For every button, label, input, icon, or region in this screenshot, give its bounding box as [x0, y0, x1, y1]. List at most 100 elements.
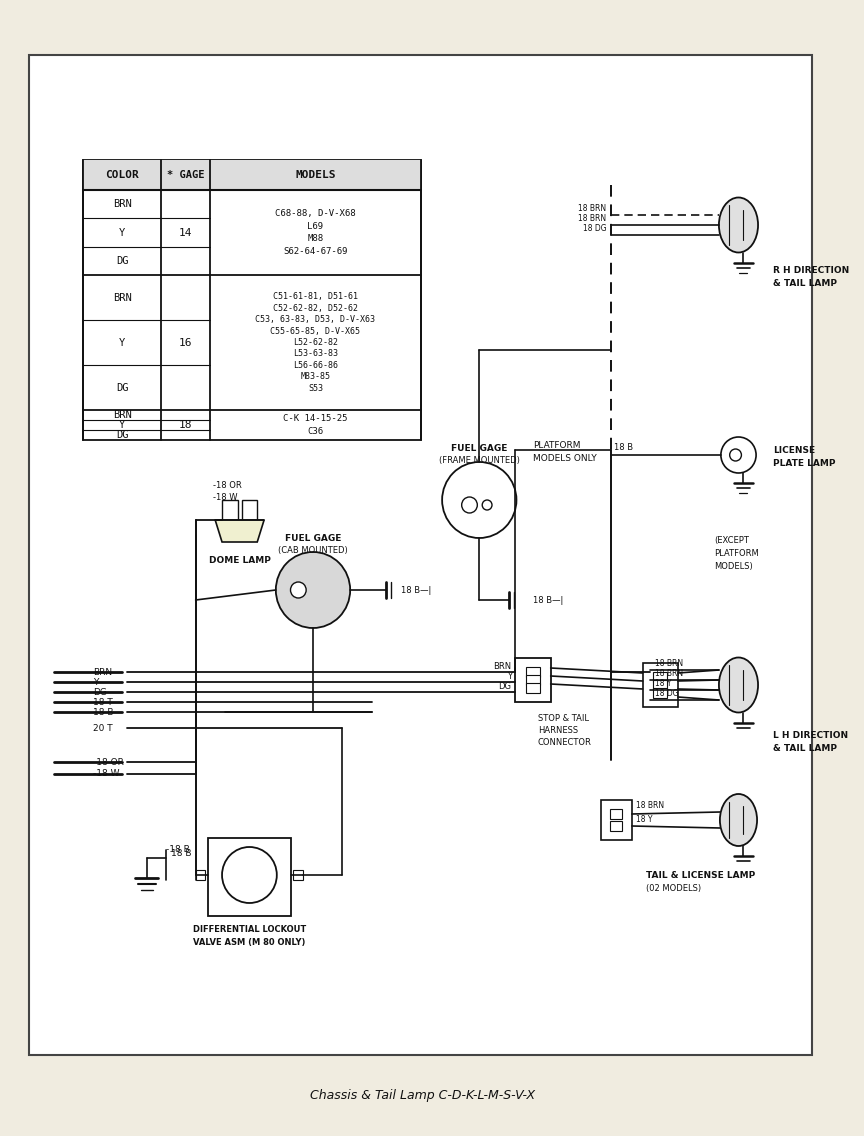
Circle shape [721, 437, 756, 473]
Circle shape [290, 582, 306, 598]
Bar [242, 500, 257, 520]
Text: BRN: BRN [493, 661, 511, 670]
Text: STOP & TAIL: STOP & TAIL [538, 713, 589, 722]
Bar [208, 838, 290, 916]
Text: 18 BRN: 18 BRN [578, 214, 607, 223]
Text: 14: 14 [179, 227, 193, 237]
Text: BRN: BRN [113, 410, 131, 420]
Text: COLOR: COLOR [105, 170, 139, 179]
Text: & TAIL LAMP: & TAIL LAMP [772, 743, 836, 752]
Text: MODELS: MODELS [295, 170, 336, 179]
Bar [29, 55, 812, 1055]
Text: DG: DG [116, 431, 129, 440]
Text: CONNECTOR: CONNECTOR [538, 737, 592, 746]
Ellipse shape [719, 658, 758, 712]
Text: FUEL GAGE: FUEL GAGE [285, 534, 341, 543]
Text: 18 BRN: 18 BRN [578, 203, 607, 212]
Bar [526, 675, 540, 685]
Ellipse shape [720, 794, 757, 846]
Text: BRN: BRN [113, 292, 131, 302]
Text: FUEL GAGE: FUEL GAGE [451, 443, 507, 452]
Bar [653, 688, 667, 698]
Text: 18 BRN: 18 BRN [636, 802, 664, 810]
Bar [294, 870, 303, 880]
Text: Chassis & Tail Lamp C-D-K-L-M-S-V-X: Chassis & Tail Lamp C-D-K-L-M-S-V-X [310, 1088, 535, 1102]
Text: PLATE LAMP: PLATE LAMP [772, 459, 835, 468]
Polygon shape [215, 520, 264, 542]
Text: 18 B: 18 B [171, 849, 192, 858]
Text: 18 B: 18 B [614, 443, 633, 451]
Text: 18: 18 [179, 420, 193, 431]
Bar [83, 160, 421, 190]
Text: & TAIL LAMP: & TAIL LAMP [772, 278, 836, 287]
Text: (02 MODELS): (02 MODELS) [645, 884, 701, 893]
Text: 18 Y: 18 Y [655, 678, 672, 687]
Text: C51-61-81, D51-61
C52-62-82, D52-62
C53, 63-83, D53, D-V-X63
C55-65-85, D-V-X65
: C51-61-81, D51-61 C52-62-82, D52-62 C53,… [256, 292, 376, 393]
Text: VALVE ASM (M 80 ONLY): VALVE ASM (M 80 ONLY) [194, 938, 306, 947]
Text: (FRAME MOUNTED): (FRAME MOUNTED) [439, 456, 520, 465]
Text: DG: DG [499, 682, 511, 691]
Text: Y: Y [506, 671, 511, 680]
Circle shape [730, 449, 741, 461]
Text: 18 Y: 18 Y [636, 816, 652, 825]
Text: -18 W: -18 W [213, 493, 238, 501]
Text: 18 BRN: 18 BRN [655, 659, 683, 668]
Text: MODELS): MODELS) [714, 561, 753, 570]
Text: 18 B: 18 B [93, 708, 113, 717]
Circle shape [276, 552, 350, 628]
Text: DG: DG [93, 687, 107, 696]
Circle shape [442, 462, 517, 538]
Text: (CAB MOUNTED): (CAB MOUNTED) [278, 545, 348, 554]
Text: PLATFORM: PLATFORM [714, 549, 759, 558]
Text: DG: DG [116, 256, 129, 266]
Text: Y: Y [119, 337, 125, 348]
Bar [526, 667, 540, 677]
Bar [83, 160, 421, 440]
Bar [600, 800, 632, 840]
Text: PLATFORM: PLATFORM [533, 441, 581, 450]
Text: MODELS ONLY: MODELS ONLY [533, 453, 597, 462]
Text: BRN: BRN [93, 668, 112, 677]
Bar [222, 500, 238, 520]
Text: C-K 14-15-25
C36: C-K 14-15-25 C36 [283, 415, 347, 436]
Text: 20 T: 20 T [93, 724, 112, 733]
Text: 18 B—|: 18 B—| [533, 595, 563, 604]
Bar [516, 658, 550, 702]
Text: LICENSE: LICENSE [772, 445, 815, 454]
Text: HARNESS: HARNESS [538, 726, 578, 735]
Text: 16: 16 [179, 337, 193, 348]
Text: 18 DG: 18 DG [655, 688, 679, 698]
Bar [643, 663, 678, 707]
Bar [526, 683, 540, 693]
Bar [653, 680, 667, 690]
Text: TAIL & LICENSE LAMP: TAIL & LICENSE LAMP [645, 870, 755, 879]
Bar [610, 809, 622, 819]
Circle shape [222, 847, 276, 903]
Text: -18 OR: -18 OR [93, 758, 124, 767]
Ellipse shape [719, 198, 758, 252]
Text: Y: Y [119, 227, 125, 237]
Text: Y: Y [93, 677, 98, 686]
Text: 18 T: 18 T [93, 698, 112, 707]
Text: 18 BRN: 18 BRN [655, 668, 683, 677]
Text: (EXCEPT: (EXCEPT [714, 535, 749, 544]
Circle shape [482, 500, 492, 510]
Text: DIFFERENTIAL LOCKOUT: DIFFERENTIAL LOCKOUT [193, 926, 306, 935]
Text: -18 OR: -18 OR [213, 481, 242, 490]
Text: 18 B—|: 18 B—| [401, 585, 431, 594]
Text: L H DIRECTION: L H DIRECTION [772, 730, 848, 740]
Text: DOME LAMP: DOME LAMP [209, 556, 270, 565]
Text: DG: DG [116, 383, 129, 393]
Bar [610, 821, 622, 832]
Bar [195, 870, 206, 880]
Text: * GAGE: * GAGE [167, 170, 205, 179]
Bar [653, 673, 667, 682]
Text: -18 W: -18 W [93, 769, 119, 778]
Text: R H DIRECTION: R H DIRECTION [772, 266, 849, 275]
Text: BRN: BRN [113, 199, 131, 209]
Text: -18 B: -18 B [166, 845, 190, 854]
Text: 18 DG: 18 DG [583, 224, 607, 233]
Text: Y: Y [119, 420, 125, 431]
Text: C68-88, D-V-X68
L69
M88
S62-64-67-69: C68-88, D-V-X68 L69 M88 S62-64-67-69 [275, 209, 356, 256]
Circle shape [461, 498, 477, 513]
